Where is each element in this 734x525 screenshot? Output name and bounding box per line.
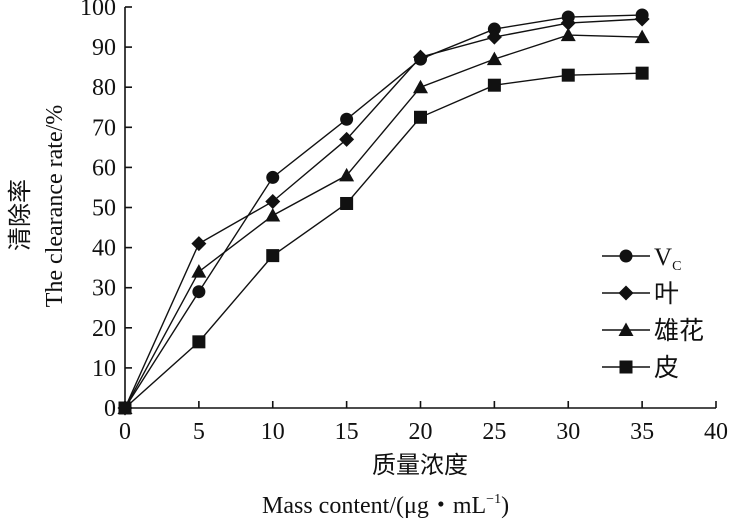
data-point	[339, 131, 355, 147]
data-point	[486, 51, 502, 66]
y-axis-ticks: 0 10 20 30 40 50 60 70 80 90 100	[80, 0, 132, 422]
x-tick-label: 0	[119, 419, 131, 445]
y-tick-label: 10	[92, 356, 116, 382]
data-point	[265, 193, 281, 209]
legend-marker	[618, 285, 634, 301]
y-tick-label: 40	[92, 236, 116, 262]
x-tick-label: 35	[630, 419, 654, 445]
data-point	[265, 208, 281, 222]
legend-marker	[618, 322, 634, 336]
x-axis-title-cn: 质量浓度	[372, 452, 468, 479]
x-tick-label: 5	[193, 419, 205, 445]
data-point	[266, 249, 280, 263]
x-tick-label: 10	[261, 419, 285, 445]
x-axis-ticks: 0 5 10 15 20 25 30 35 40	[119, 401, 728, 445]
legend-label: 雄花	[654, 317, 704, 345]
y-tick-label: 90	[92, 35, 116, 61]
x-axis-title-en: Mass content/(μg・mL−1)	[262, 492, 509, 519]
series-line	[124, 18, 643, 409]
legend-label: 皮	[654, 354, 679, 382]
legend-item: 叶	[602, 281, 679, 308]
series-2	[117, 11, 650, 416]
y-tick-label: 50	[92, 196, 116, 222]
y-tick-label: 20	[92, 316, 116, 342]
data-point	[487, 78, 501, 92]
legend-marker	[619, 360, 633, 374]
data-point	[191, 264, 207, 278]
data-point	[413, 79, 428, 94]
data-point	[414, 110, 427, 124]
y-tick-label: 0	[104, 396, 116, 422]
data-point	[634, 29, 650, 44]
y-tick-label: 100	[80, 0, 116, 21]
x-tick-label: 30	[556, 419, 580, 445]
data-point	[340, 196, 354, 210]
legend-item: VC	[602, 244, 681, 274]
legend-label: VC	[654, 244, 681, 274]
x-tick-label: 20	[409, 419, 433, 445]
y-tick-label: 80	[92, 75, 116, 101]
legend-marker	[619, 249, 633, 263]
series-4	[118, 66, 649, 415]
data-point	[340, 112, 354, 126]
data-point	[413, 49, 428, 65]
data-point	[266, 170, 280, 184]
y-tick-label: 30	[92, 276, 116, 302]
data-point	[191, 236, 207, 252]
legend-item: 皮	[602, 354, 679, 382]
data-point	[635, 66, 649, 80]
y-axis-title-cn: 清除率	[7, 179, 34, 251]
data-point	[560, 15, 576, 31]
data-point	[561, 68, 575, 82]
data-point	[339, 167, 355, 182]
axes	[124, 7, 716, 409]
legend-label: 叶	[654, 281, 679, 308]
series-line	[124, 72, 643, 409]
data-point	[118, 401, 132, 415]
x-tick-label: 40	[704, 419, 728, 445]
data-point	[560, 27, 576, 42]
data-point	[486, 29, 502, 45]
series-line	[124, 14, 643, 409]
data-point	[634, 11, 650, 27]
y-axis-title-en: The clearance rate/%	[42, 105, 68, 308]
series-3	[117, 27, 650, 414]
y-tick-label: 70	[92, 115, 116, 141]
x-tick-label: 25	[482, 419, 506, 445]
data-point	[192, 285, 206, 299]
series-line	[124, 34, 643, 409]
series-group	[117, 8, 650, 416]
data-point	[192, 335, 206, 349]
legend-item: 雄花	[602, 317, 704, 345]
data-point	[487, 22, 501, 36]
x-tick-label: 15	[335, 419, 359, 445]
y-tick-label: 60	[92, 155, 116, 181]
